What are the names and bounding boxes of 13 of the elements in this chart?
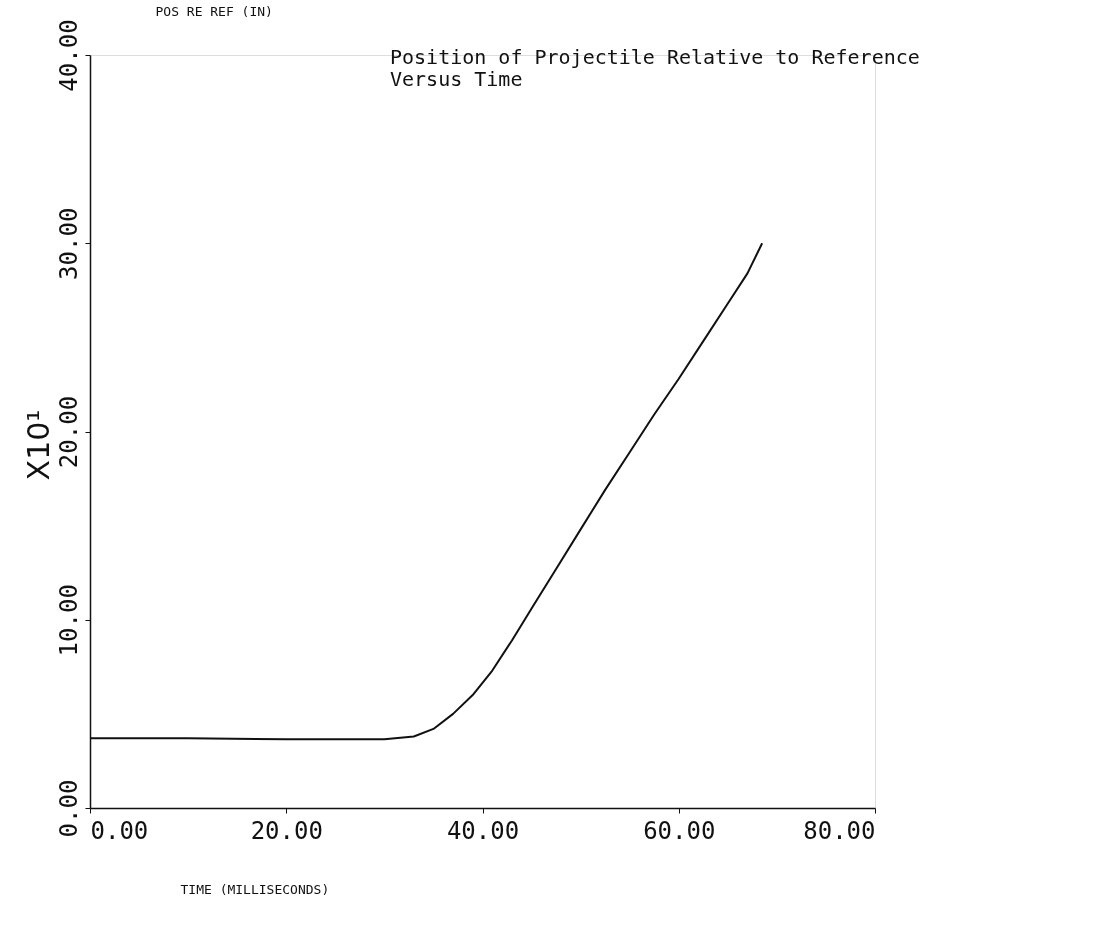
y-tick-label: 40.00 <box>54 19 83 92</box>
y-tick-label: 30.00 <box>54 207 83 280</box>
y-axis-title: POS RE REF (IN) <box>155 3 273 19</box>
x-tick-label: 80.00 <box>803 816 876 845</box>
chart-title: Position of Projectile Relative to Reference Versus Time <box>390 45 920 91</box>
x-tick-label: 0.00 <box>90 816 149 845</box>
x-tick-label: 20.00 <box>250 816 323 845</box>
y-tick-label: 20.00 <box>54 395 83 469</box>
y-tick-label: 10.00 <box>54 584 83 657</box>
x-tick-label: 60.00 <box>643 816 716 845</box>
text: X10¹ <box>21 409 56 481</box>
x-tick-label: 40.00 <box>446 816 520 845</box>
x-axis-title: TIME (MILLISECONDS) <box>180 881 330 897</box>
